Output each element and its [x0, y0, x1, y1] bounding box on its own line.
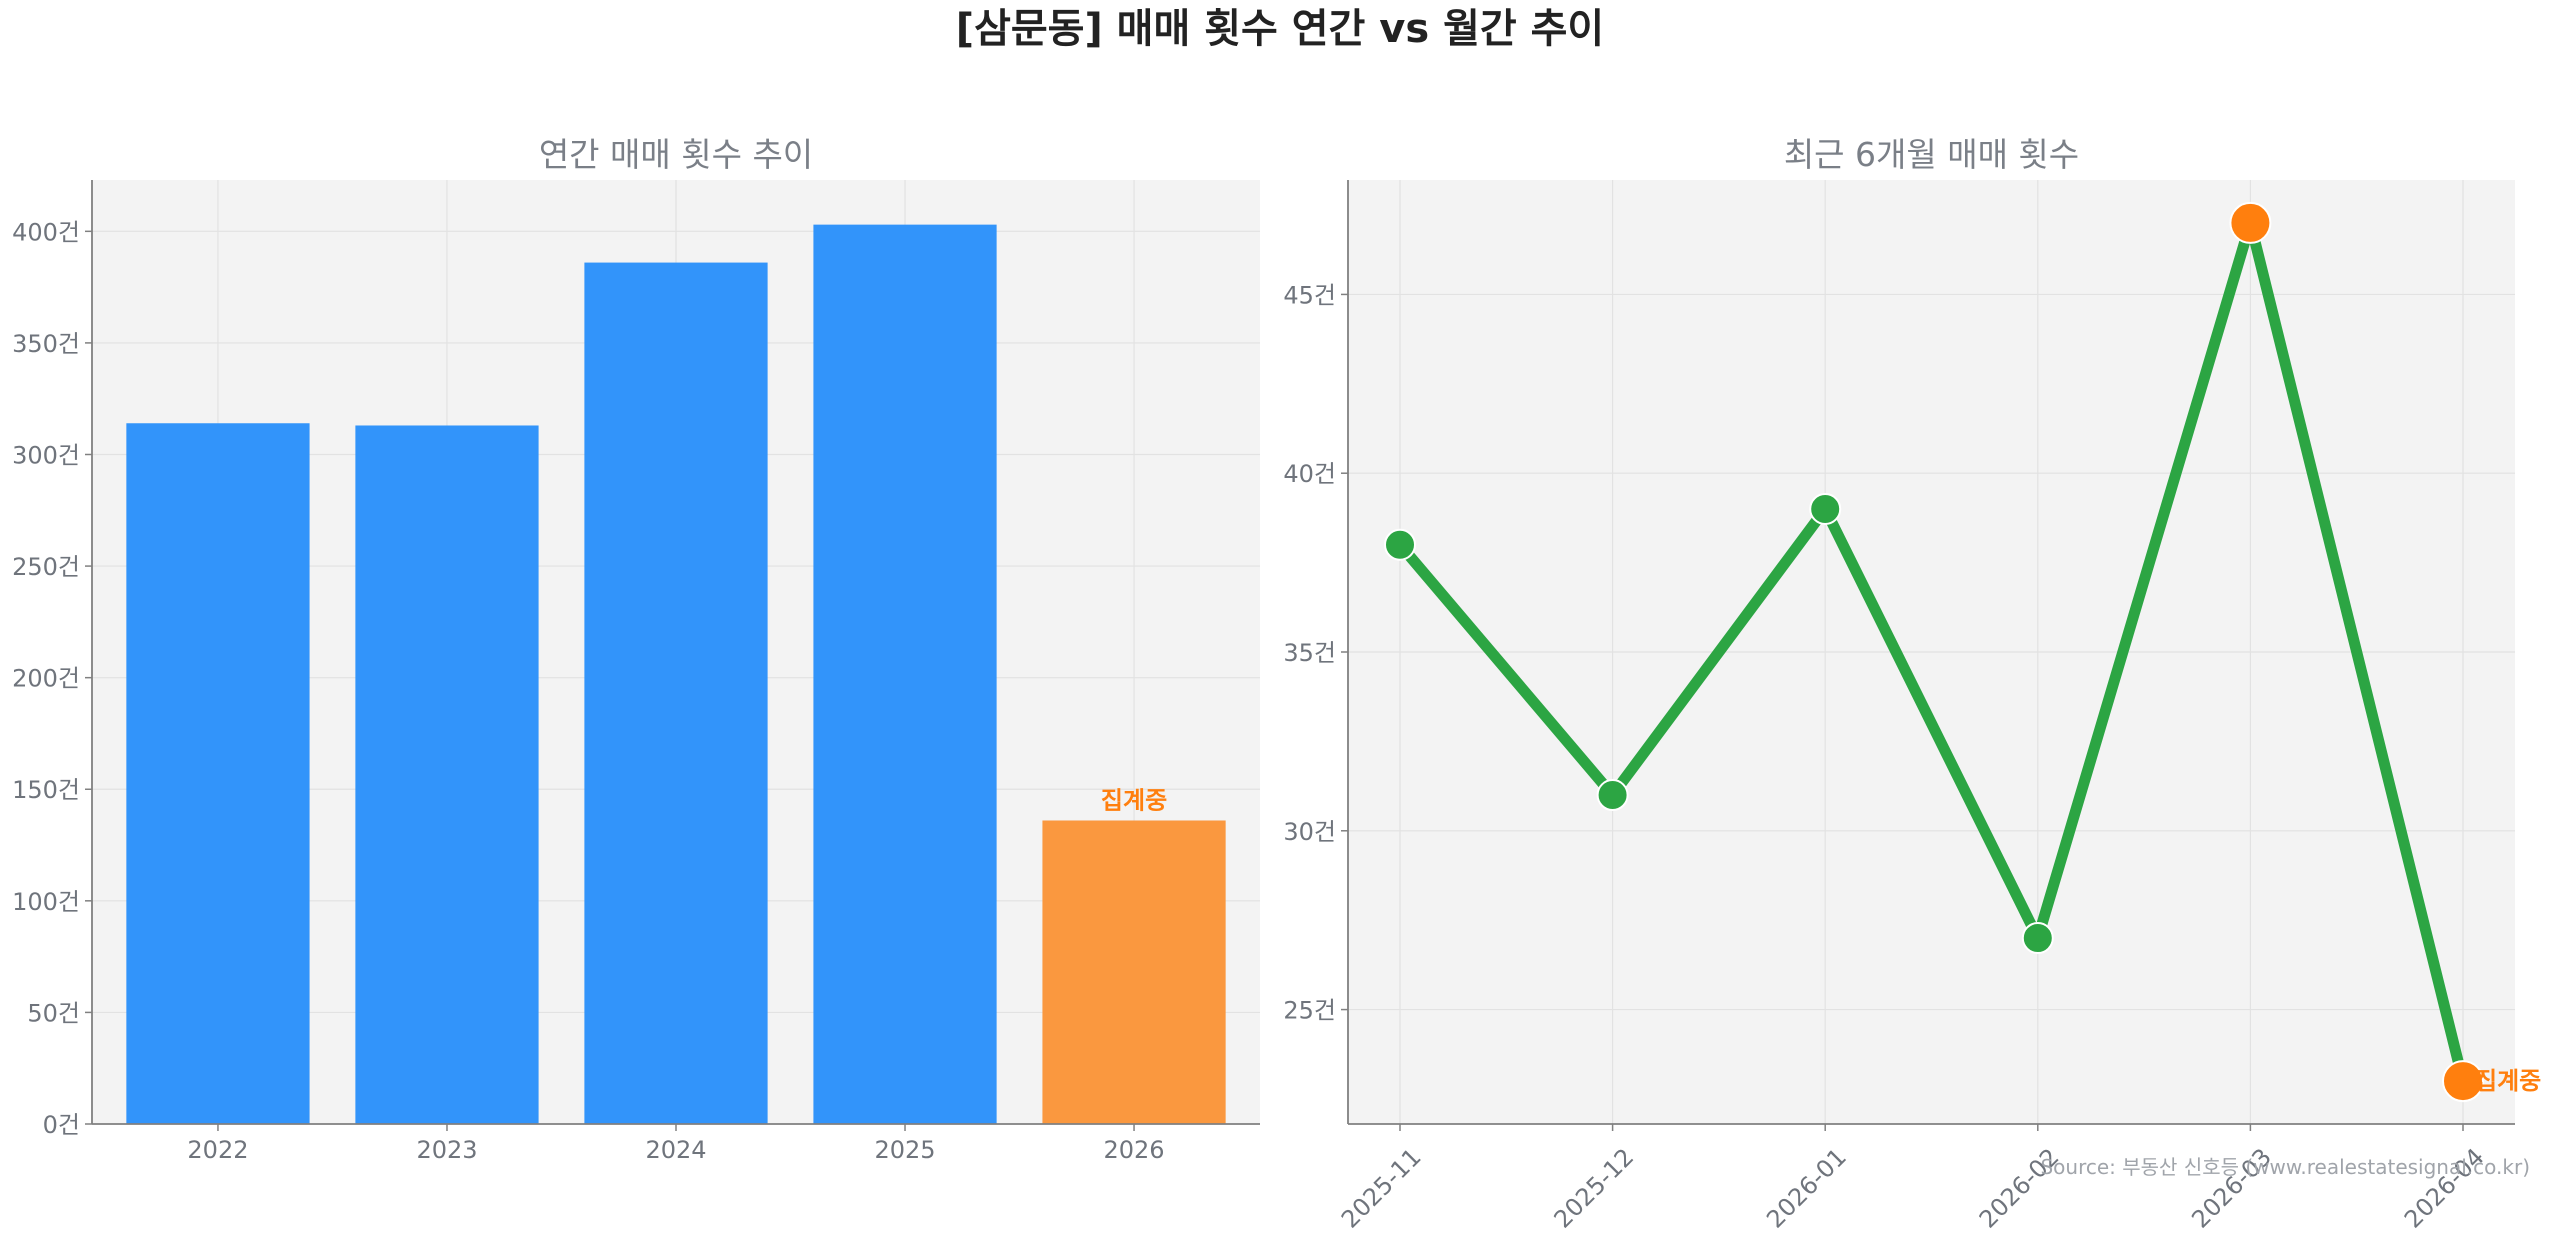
point-2025-11: [1384, 528, 1416, 561]
point-2026-04: [2442, 1060, 2484, 1103]
x-tick-label: 2022: [187, 1136, 248, 1164]
y-tick-label: 30건: [1283, 818, 1336, 846]
bar-2023: [355, 425, 539, 1124]
point-2025-12: [1596, 779, 1629, 812]
x-tick-label: 2025-11: [1336, 1143, 1427, 1234]
x-tick-label: 2024: [645, 1136, 706, 1164]
bar-2022: [126, 423, 310, 1125]
y-tick-label: 35건: [1283, 639, 1336, 667]
line-annotation-in-progress: 집계중: [2475, 1067, 2541, 1095]
y-tick-label: 300건: [12, 441, 80, 469]
y-tick-label: 25건: [1283, 997, 1336, 1025]
x-tick-label: 2025-12: [1549, 1143, 1640, 1234]
annual-chart-title: 연간 매매 횟수 추이: [539, 135, 813, 174]
bar-2025: [813, 224, 997, 1125]
point-2026-01: [1809, 492, 1842, 525]
source-note: Source: 부동산 신호등 (www.realestatesignal.co…: [2040, 1155, 2530, 1179]
y-tick-label: 100건: [12, 888, 80, 916]
point-2026-02: [2021, 922, 2054, 955]
point-2026-03: [2229, 201, 2272, 244]
figure-title: [삼문동] 매매 횟수 연간 vs 월간 추이: [956, 6, 1604, 52]
y-tick-label: 40건: [1283, 460, 1336, 488]
monthly-chart-title: 최근 6개월 매매 횟수: [1784, 135, 2079, 174]
x-tick-label: 2023: [416, 1136, 477, 1164]
bar-2024: [584, 262, 768, 1124]
y-tick-label: 250건: [12, 553, 80, 581]
y-tick-label: 0건: [43, 1111, 80, 1139]
x-tick-label: 2026: [1104, 1136, 1165, 1164]
x-tick-label: 2025: [874, 1136, 935, 1164]
y-tick-label: 200건: [12, 665, 80, 693]
series-line-monthly: [1394, 217, 2469, 1087]
annual-bar-chart: 집계중 0건 50건 100건 150건 200건 250건 300건 350건 400건 2022…: [12, 135, 1260, 1164]
y-tick-label: 45건: [1283, 281, 1336, 309]
y-tick-label: 50건: [27, 999, 80, 1027]
x-tick-label: 2026-01: [1761, 1143, 1852, 1234]
bar-annotation-in-progress: 집계중: [1101, 786, 1167, 814]
y-tick-label: 350건: [12, 330, 80, 358]
y-tick-label: 400건: [12, 218, 80, 246]
bar-2026: [1042, 820, 1226, 1124]
y-tick-label: 150건: [12, 776, 80, 804]
